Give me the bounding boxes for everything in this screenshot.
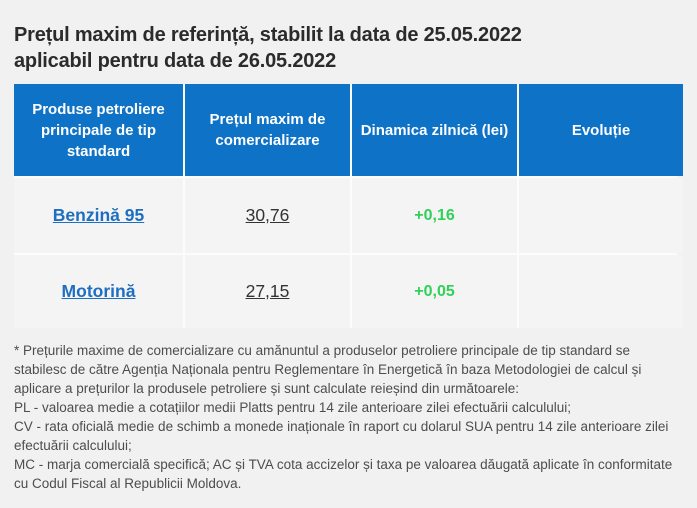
price-value-motorina[interactable]: 27,15 <box>245 281 290 301</box>
dynamic-cell-motorina: +0,05 <box>352 255 517 328</box>
column-header-product: Produse petroliere principale de tip sta… <box>14 84 183 176</box>
price-table: Produse petroliere principale de tip sta… <box>14 84 683 328</box>
footnote-paragraph-cv: CV - rata oficială medie de schimb a mon… <box>14 419 669 453</box>
product-link-benzina-95[interactable]: Benzină 95 <box>52 205 145 225</box>
price-cell-motorina: 27,15 <box>185 255 350 328</box>
footnote-paragraph-pl: PL - valoarea medie a cotațiilor medii P… <box>14 400 572 415</box>
dynamic-cell-benzina-95: +0,16 <box>352 178 517 253</box>
product-cell-benzina-95: Benzină 95 <box>14 178 183 253</box>
page-title-line2: aplicabil pentru data de 26.05.2022 <box>14 50 337 72</box>
page: Prețul maxim de referință, stabilit la d… <box>14 22 683 493</box>
price-value-benzina-95[interactable]: 30,76 <box>245 205 290 225</box>
product-cell-motorina: Motorină <box>14 255 183 328</box>
footnote: * Prețurile maxime de comercializare cu … <box>14 341 682 493</box>
evolution-cell-motorina <box>519 255 683 328</box>
footnote-paragraph-main: * Prețurile maxime de comercializare cu … <box>14 343 642 396</box>
price-cell-benzina-95: 30,76 <box>185 178 350 253</box>
daily-dynamic-benzina-95: +0,16 <box>414 206 455 224</box>
column-header-daily-dynamic: Dinamica zilnică (lei) <box>352 84 517 176</box>
column-header-evolution: Evoluție <box>519 84 683 176</box>
footnote-paragraph-mc: MC - marja comercială specifică; AC și T… <box>14 457 673 491</box>
evolution-cell-benzina-95 <box>519 178 683 253</box>
column-header-max-price: Prețul maxim de comercializare <box>185 84 350 176</box>
page-title-line1: Prețul maxim de referință, stabilit la d… <box>14 24 522 46</box>
product-link-motorina[interactable]: Motorină <box>61 281 136 301</box>
daily-dynamic-motorina: +0,05 <box>414 282 455 300</box>
page-title: Prețul maxim de referință, stabilit la d… <box>14 22 664 74</box>
